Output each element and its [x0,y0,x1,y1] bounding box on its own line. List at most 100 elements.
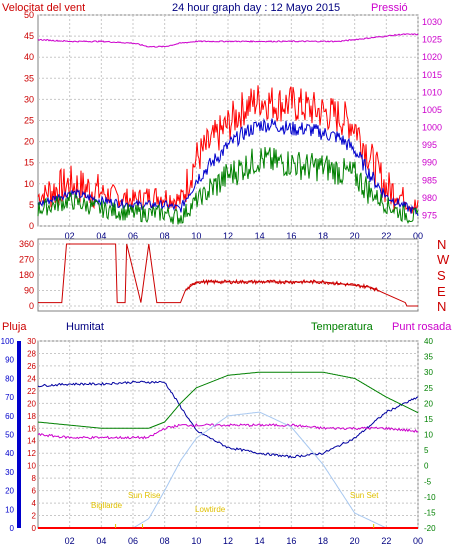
time-axis-bottom: 02 04 06 08 10 12 14 16 18 20 22 00 [65,536,423,546]
temperature-tick-label: 40 [424,337,433,346]
series-min [37,146,419,225]
wind-tick-label: 45 [24,31,34,41]
wind-tick-label: 10 [24,179,34,189]
humidity-tick-label: 20 [5,487,14,496]
series-direction-detail [184,278,379,292]
wind-speed-label: Velocitat del vent [2,2,85,14]
compass-label: N [437,237,446,252]
temperature-tick-label: 0 [424,462,429,471]
sunset-label: Sun Set [350,491,379,500]
humidity-tick-label: 50 [5,431,14,440]
humidity-tick-label: 0 [10,524,15,533]
hour-tick-label: 06 [128,536,138,546]
hour-tick-label: 14 [255,536,265,546]
series-pressure [37,33,419,48]
hour-tick-label: 12 [223,536,233,546]
direction-degree-axis: 0 90 180 270 360 [19,239,34,311]
humidity-axis: 0 10 20 30 40 50 60 70 80 90 100 [1,337,15,533]
temperature-tick-label: 20 [424,399,433,408]
temperature-tick-label: 35 [424,353,433,362]
temperature-axis: -20 -15 -10 -5 0 5 10 15 20 25 30 35 40 [424,337,436,533]
hour-tick-label: 14 [255,231,265,241]
rain-tick-label: 30 [27,337,36,346]
hour-tick-label: 16 [286,231,296,241]
rain-tick-label: 10 [27,462,36,471]
rain-tick-label: 22 [27,387,36,396]
direction-tick-label: 180 [19,270,34,280]
wind-tick-label: 30 [24,94,34,104]
humidity-label: Humitat [66,321,104,333]
pressure-tick-label: 990 [422,158,437,168]
temperature-label: Temperatura [311,321,374,333]
hour-tick-label: 10 [191,536,201,546]
wind-tick-label: 5 [29,200,34,210]
pressure-tick-label: 1000 [422,123,442,133]
wind-tick-label: 20 [24,137,34,147]
pressure-tick-label: 1025 [422,35,442,45]
temperature-tick-label: -20 [424,524,436,533]
hour-tick-label: 08 [160,536,170,546]
rain-tick-label: 24 [27,374,36,383]
sunrise-label: Sun Rise [128,491,161,500]
time-axis-top: 02 04 06 08 10 12 14 16 18 20 22 00 [65,231,423,241]
compass-label: W [437,252,450,267]
pressure-tick-label: 980 [422,193,437,203]
pressure-axis: 975 980 985 990 995 1000 1005 1010 1015 1020 1025 1… [422,17,442,220]
direction-tick-label: 360 [19,239,34,249]
pressure-tick-label: 975 [422,210,437,220]
rain-tick-label: 8 [32,474,37,483]
hour-tick-label: 18 [318,231,328,241]
wind-tick-label: 40 [24,52,34,62]
direction-tick-label: 90 [24,286,34,296]
temperature-tick-label: 25 [424,384,433,393]
temperature-tick-label: -15 [424,508,436,517]
rain-tick-label: 12 [27,449,36,458]
rain-tick-label: 16 [27,424,36,433]
hour-tick-label: 20 [350,536,360,546]
humidity-tick-label: 40 [5,449,14,458]
last-light-label: Lowtirde [195,505,226,514]
pressure-tick-label: 1020 [422,52,442,62]
rain-tick-label: 4 [32,499,37,508]
series-temperature [37,371,419,429]
compass-label: N [437,299,446,314]
rain-tick-label: 2 [32,512,37,521]
hour-tick-label: 08 [160,231,170,241]
wind-tick-label: 50 [24,10,34,20]
hour-tick-label: 00 [413,231,423,241]
series-dewpoint [37,423,419,440]
humidity-tick-label: 30 [5,468,14,477]
dewpoint-label: Punt rosada [392,321,452,333]
wind-speed-axis: 0 5 10 15 20 25 30 35 40 45 50 [24,10,34,231]
humidity-axis-bar [17,341,21,528]
hour-tick-label: 10 [191,231,201,241]
wind-tick-label: 15 [24,158,34,168]
humidity-tick-label: 90 [5,356,14,365]
rain-label: Pluja [2,321,27,333]
direction-series [38,243,418,307]
rain-tick-label: 26 [27,362,36,371]
series-humidity [37,380,419,459]
chart-title: 24 hour graph day : 12 Mayo 2015 [172,2,340,14]
wind-tick-label: 25 [24,116,34,126]
pressure-tick-label: 1030 [422,17,442,27]
hour-tick-label: 22 [381,536,391,546]
hour-tick-label: 02 [65,536,75,546]
humidity-tick-label: 60 [5,412,14,421]
pressure-label: Pressió [371,2,408,14]
hour-tick-label: 18 [318,536,328,546]
rain-tick-label: 14 [27,437,36,446]
wind-grid [38,14,419,227]
hour-tick-label: 06 [128,231,138,241]
pressure-tick-label: 995 [422,140,437,150]
rain-tick-label: 28 [27,349,36,358]
rain-tick-label: 0 [32,524,37,533]
climate-series [37,371,419,529]
temperature-tick-label: 5 [424,446,429,455]
hour-tick-label: 04 [96,536,106,546]
temperature-tick-label: 10 [424,431,433,440]
pressure-tick-label: 1005 [422,105,442,115]
first-light-label: Bigllarde [91,501,123,510]
